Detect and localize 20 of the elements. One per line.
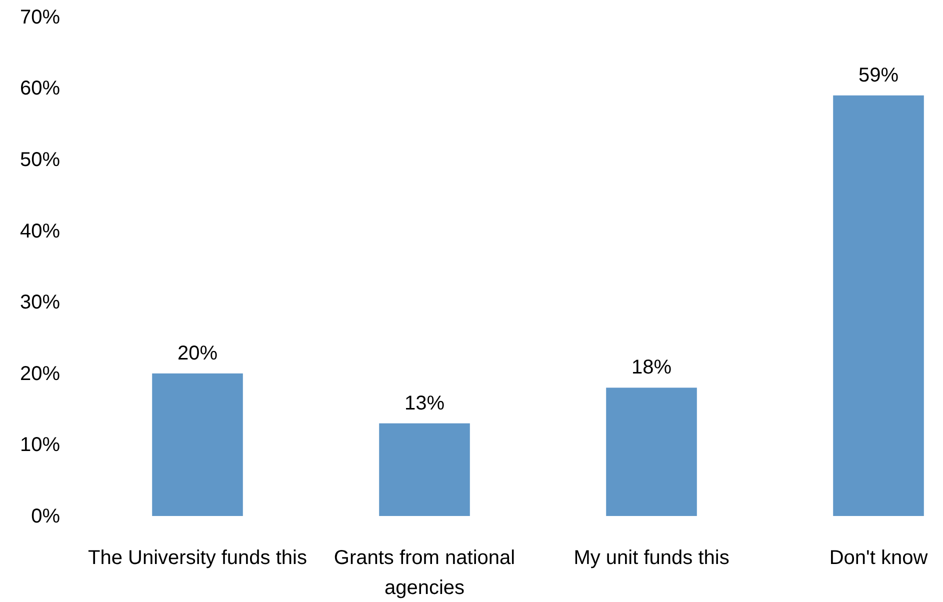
data-label: 18% (631, 356, 672, 379)
bar (833, 95, 924, 516)
x-tick-label: Don't know (829, 547, 928, 569)
data-label: 59% (858, 64, 899, 86)
y-tick-label: 30% (20, 292, 60, 314)
x-tick-label: My unit funds this (574, 547, 730, 569)
y-tick-label: 50% (20, 148, 60, 171)
y-tick-label: 40% (20, 220, 60, 242)
y-tick-label: 70% (20, 6, 60, 28)
y-tick-label: 10% (20, 434, 60, 456)
data-label: 20% (177, 342, 218, 364)
data-label: 13% (404, 392, 445, 414)
x-tick-label: The University funds this (88, 547, 307, 569)
bar (152, 373, 243, 516)
bar (379, 423, 470, 516)
y-tick-label: 60% (20, 78, 60, 100)
y-tick-label: 0% (31, 505, 60, 528)
y-tick-label: 20% (20, 362, 60, 385)
bar (606, 388, 697, 516)
x-tick-label: Grants from national agencies (334, 547, 516, 599)
